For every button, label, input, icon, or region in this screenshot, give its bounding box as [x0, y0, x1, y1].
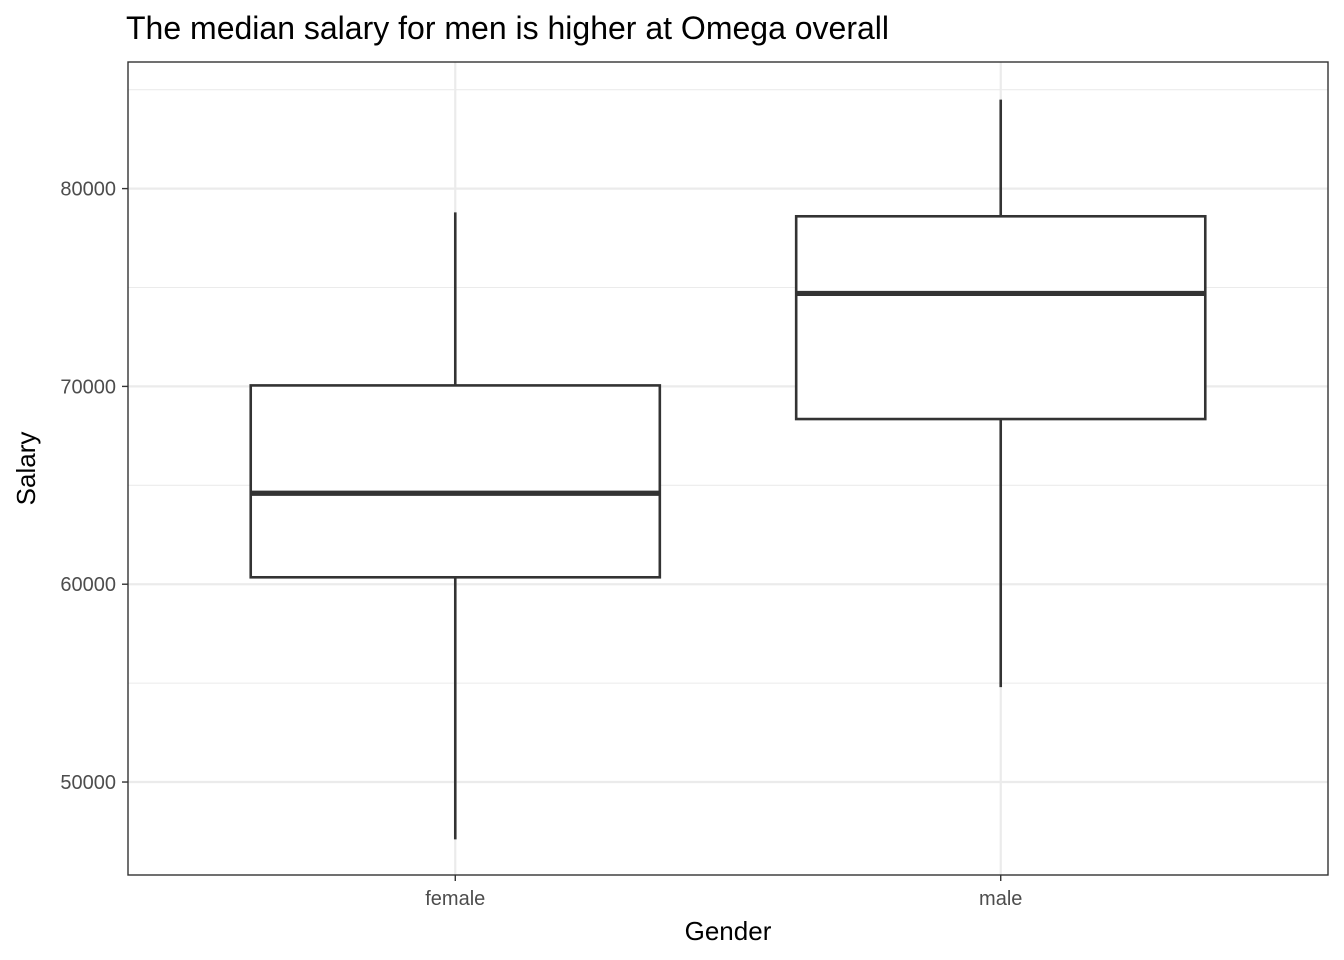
y-tick-label: 60000	[60, 574, 116, 596]
box-female	[249, 212, 662, 840]
x-tick-label: female	[425, 888, 485, 910]
y-axis-title: Salary	[11, 432, 41, 506]
box-layer	[249, 99, 1207, 840]
box-iqr	[794, 214, 1207, 421]
chart-title: The median salary for men is higher at O…	[126, 10, 889, 46]
y-tick-label: 50000	[60, 772, 116, 794]
box-male	[794, 99, 1207, 688]
box-iqr	[249, 384, 662, 579]
axis-layer: 50000 60000 70000 80000 female male	[60, 179, 1022, 910]
plot-panel-border	[127, 61, 1329, 876]
x-tick-label: male	[979, 888, 1022, 910]
x-axis-title: Gender	[685, 916, 772, 946]
y-tick-label: 70000	[60, 376, 116, 398]
y-tick-label: 80000	[60, 179, 116, 201]
